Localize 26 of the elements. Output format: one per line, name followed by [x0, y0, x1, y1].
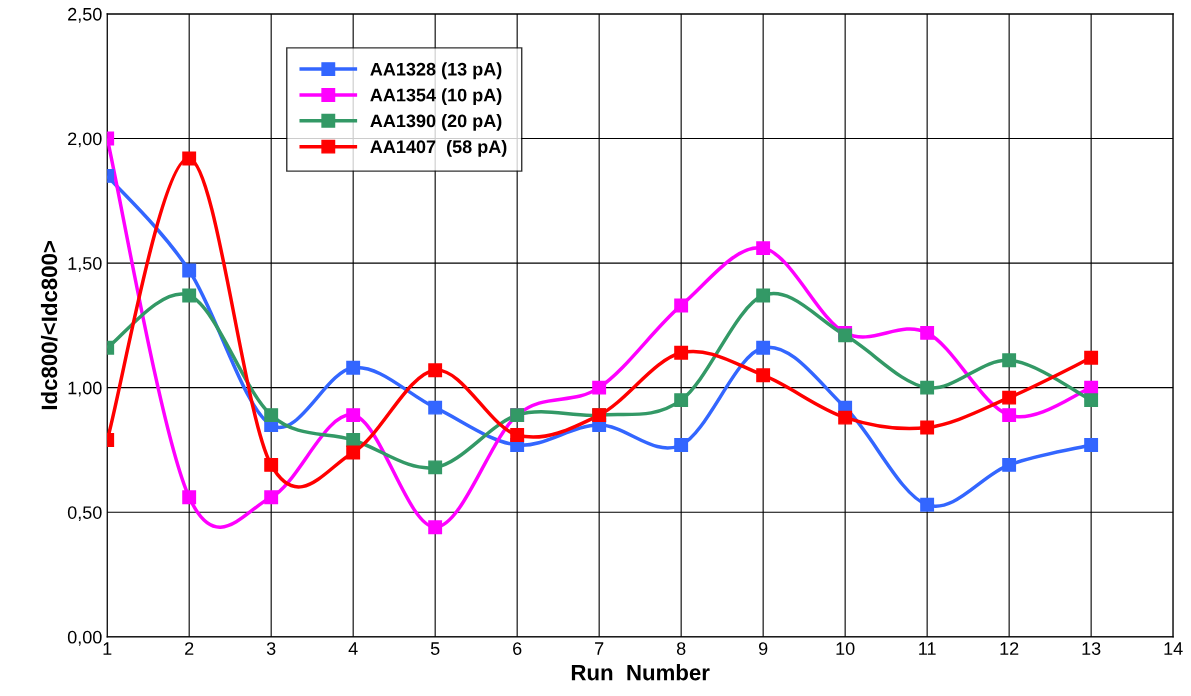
x-axis-title: Run Number [571, 664, 710, 681]
x-tick-label: 7 [595, 642, 604, 655]
x-tick-label: 4 [348, 642, 358, 655]
y-axis-title: Idc800/<Idc800> [40, 241, 58, 410]
x-tick-label: 2 [185, 642, 194, 655]
x-tick-label: 1 [103, 642, 112, 655]
x-tick-label: 9 [758, 642, 768, 655]
y-tick-label: 0,00 [67, 630, 102, 646]
x-tick-label: 6 [513, 642, 522, 655]
x-tick-label: 5 [430, 642, 440, 655]
x-tick-label: 10 [836, 642, 855, 655]
y-tick-label: 2,00 [68, 132, 102, 148]
y-tick-label: 2,50 [68, 7, 102, 23]
x-tick-label: 8 [676, 642, 686, 655]
y-tick-label: 1,50 [68, 257, 102, 272]
y-tick-label: 1,00 [68, 381, 102, 397]
x-tick-label: 14 [1164, 642, 1183, 655]
x-tick-label: 11 [919, 642, 936, 655]
x-tick-label: 3 [266, 642, 276, 655]
legend-label: AA1390 (20 pA) [370, 114, 502, 131]
legend-label: AA1328 (13 pA) [370, 62, 502, 80]
y-tick-label: 0,50 [67, 506, 102, 522]
legend-label: AA1354 (10 pA) [370, 88, 502, 105]
legend-label: AA1407 (58 pA) [370, 139, 507, 157]
x-tick-label: 13 [1082, 642, 1101, 655]
x-tick-label: 12 [1000, 642, 1019, 655]
